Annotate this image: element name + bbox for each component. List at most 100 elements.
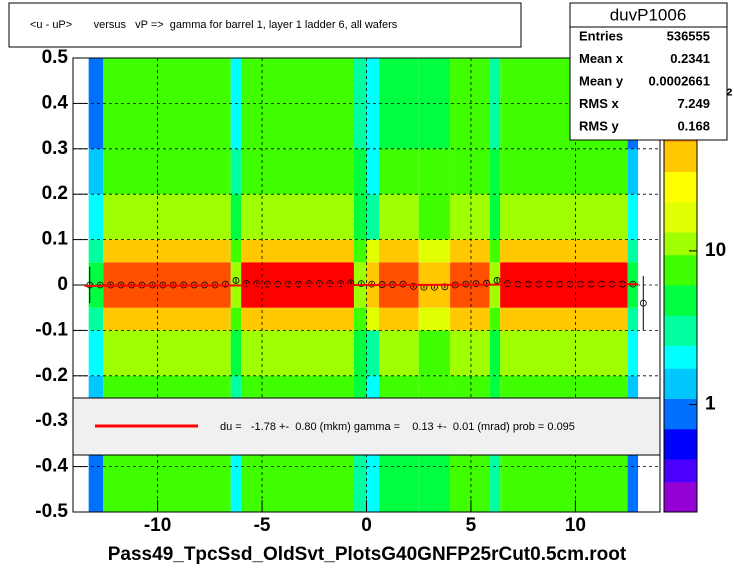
heatmap-cell [88,58,104,149]
y-tick-label: -0.3 [35,410,68,431]
heatmap-cell [366,194,380,240]
heatmap-cell [230,194,242,240]
x-tick-label: 10 [565,515,586,536]
palette-band [664,148,697,157]
x-tick-label: -10 [144,515,171,536]
heatmap-cell [489,194,501,240]
stats-value: 536555 [667,28,710,43]
heatmap-cell [379,239,419,263]
palette-band [664,337,697,347]
heatmap-cell [500,148,628,195]
heatmap-cell [241,307,354,331]
stats-label: Mean x [579,51,624,66]
heatmap-cell [418,148,451,195]
z-tick-label: 1 [705,394,716,415]
palette-band [664,383,697,392]
stats-label: RMS x [579,96,620,111]
y-tick-label: 0.4 [42,92,69,113]
palette-band [664,262,697,271]
heatmap-cell [379,330,419,376]
z-tick-label: 10 [705,240,726,261]
palette-band [664,224,697,233]
palette-band [664,489,697,498]
palette-band [664,277,697,286]
palette-band [664,466,697,475]
heatmap-cell [418,239,451,263]
palette-band [664,360,697,369]
heatmap-cell [500,194,628,240]
heatmap-cell [241,194,354,240]
heatmap-cell [353,307,367,331]
heatmap-cell [627,194,639,240]
heatmap-cell [103,148,231,195]
y-tick-label: -0.4 [35,456,68,477]
profile-point [472,280,480,288]
heatmap-cell [500,330,628,376]
stats-box [569,2,728,141]
x-axis-title: Pass49_TpcSsd_OldSvt_PlotsG40GNFP25rCut0… [108,544,627,565]
profile-point [274,280,282,288]
palette-band [664,216,697,225]
heatmap-cell [103,239,231,263]
heatmap-cell [88,148,104,195]
palette-band [664,459,697,468]
profile-point [305,280,313,288]
palette-band [664,496,697,505]
palette-band [664,307,697,316]
y-tick-label: -0.2 [35,365,68,386]
heatmap-cell [353,148,367,195]
profile-point [639,299,647,307]
palette-band [664,232,697,241]
heatmap-cell [366,239,380,263]
heatmap-cell [353,194,367,240]
heatmap-cell [241,330,354,376]
heatmap-cell [500,307,628,331]
profile-point [253,280,261,288]
palette-band [664,406,697,415]
heatmap-cell [489,307,501,331]
palette-band [664,436,697,445]
profile-point [410,282,417,290]
palette-band [664,315,697,324]
palette-band [664,141,697,150]
heatmap-cell [88,239,104,263]
heatmap-cell [366,58,380,149]
palette-band [664,209,697,218]
heatmap-cell [450,148,490,195]
heatmap-cell [88,194,104,240]
y-tick-label: -0.1 [35,319,68,340]
palette-band [664,481,697,490]
heatmap-cell [500,239,628,263]
profile-point [483,279,491,287]
palette-band [664,368,697,377]
heatmap-cell [627,148,639,195]
y-tick-label: -0.5 [35,501,68,522]
heatmap-cell [353,58,367,149]
profile-point [316,280,323,288]
chart-title: <u - uP> versus vP => gamma for barrel 1… [30,19,398,31]
profile-point [232,277,240,284]
heatmap-cell [103,194,231,240]
palette-band [664,428,697,437]
palette-band [664,269,697,278]
palette-band [664,186,697,195]
palette-band [664,171,697,180]
heatmap-cell [103,58,231,149]
heatmap-cell [627,330,639,376]
stats-value: 0.0002661 [649,73,710,88]
title-box [8,2,522,48]
heatmap-cell [379,307,419,331]
profile-point [295,280,303,288]
palette-band [664,421,697,430]
palette-band [664,285,697,294]
heatmap-cell [450,330,490,376]
palette-band [664,390,697,399]
heatmap-cell [366,148,380,195]
heatmap-cell [103,307,231,331]
palette-band [664,330,697,339]
palette-band [664,300,697,309]
profile-point [222,280,229,288]
stats-label: Entries [579,28,623,43]
heatmap-cell [88,307,104,331]
heatmap-cell [418,307,451,331]
